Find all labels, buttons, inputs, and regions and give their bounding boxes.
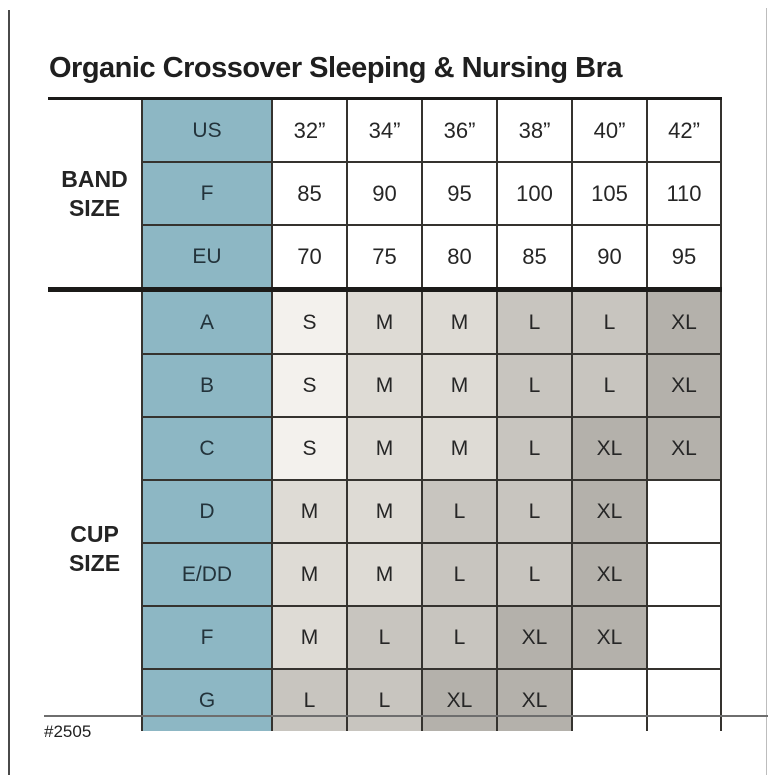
size-value-cell: XL: [496, 668, 573, 731]
band-value-cell: 40”: [571, 97, 648, 163]
size-value-cell: XL: [421, 668, 498, 731]
row-key-cell-c: C: [141, 416, 273, 481]
size-value-cell: XL: [571, 542, 648, 607]
row-key-cell-f: F: [141, 161, 273, 226]
band-row-f: F 85 90 95 100 105 110: [48, 161, 722, 226]
row-key-cell-eu: EU: [141, 224, 273, 291]
band-value-cell: 75: [346, 224, 423, 291]
size-value-cell: [646, 668, 722, 731]
cup-row-f: F M L L XL XL: [48, 605, 722, 670]
size-value-cell: L: [496, 287, 573, 355]
row-key-cell-f: F: [141, 605, 273, 670]
size-value-cell: L: [421, 542, 498, 607]
product-code: #2505: [44, 722, 92, 741]
size-value-cell: L: [496, 479, 573, 544]
cup-size-section-label: CUP SIZE: [48, 287, 142, 731]
cup-row-d: D M M L L XL: [48, 479, 722, 544]
row-key-cell-b: B: [141, 353, 273, 418]
band-value-cell: 105: [571, 161, 648, 226]
size-value-cell: M: [346, 353, 423, 418]
size-value-cell: M: [421, 416, 498, 481]
band-value-cell: 90: [571, 224, 648, 291]
size-value-cell: XL: [571, 416, 648, 481]
row-key-cell-d: D: [141, 479, 273, 544]
page-right-edge-line: [766, 8, 767, 775]
size-value-cell: [646, 605, 722, 670]
size-value-cell: M: [346, 542, 423, 607]
band-value-cell: 85: [271, 161, 348, 226]
row-key-cell-g: G: [141, 668, 273, 731]
band-value-cell: 32”: [271, 97, 348, 163]
band-value-cell: 95: [646, 224, 722, 291]
band-value-cell: 95: [421, 161, 498, 226]
size-value-cell: L: [346, 668, 423, 731]
band-row-us: BAND SIZE US 32” 34” 36” 38” 40” 42”: [48, 97, 722, 290]
size-value-cell: XL: [496, 605, 573, 670]
bottom-rule: [44, 715, 768, 717]
band-value-cell: 85: [496, 224, 573, 291]
size-value-cell: L: [421, 605, 498, 670]
size-value-cell: S: [271, 353, 348, 418]
size-value-cell: XL: [646, 353, 722, 418]
band-row-eu: EU 70 75 80 85 90 95: [48, 224, 722, 291]
band-value-cell: 38”: [496, 97, 573, 163]
band-value-cell: 42”: [646, 97, 722, 163]
cup-row-c: C S M M L XL XL: [48, 416, 722, 481]
size-value-cell: M: [421, 287, 498, 355]
band-value-cell: 80: [421, 224, 498, 291]
size-value-cell: M: [271, 542, 348, 607]
size-value-cell: M: [346, 287, 423, 355]
cup-row-g: G L L XL XL: [48, 668, 722, 731]
band-size-section-label: BAND SIZE: [48, 97, 142, 290]
band-value-cell: 34”: [346, 97, 423, 163]
size-value-cell: XL: [571, 605, 648, 670]
band-value-cell: 36”: [421, 97, 498, 163]
page-left-edge-line: [8, 10, 10, 775]
size-value-cell: XL: [571, 479, 648, 544]
size-value-cell: M: [271, 479, 348, 544]
row-key-cell-us: US: [141, 97, 273, 163]
size-value-cell: L: [346, 605, 423, 670]
size-value-cell: M: [421, 353, 498, 418]
band-value-cell: 100: [496, 161, 573, 226]
page-title: Organic Crossover Sleeping & Nursing Bra: [49, 52, 623, 84]
size-value-cell: S: [271, 416, 348, 481]
size-value-cell: L: [271, 668, 348, 731]
size-value-cell: XL: [646, 287, 722, 355]
cup-row-e-dd: E/DD M M L L XL: [48, 542, 722, 607]
row-key-cell-a: A: [141, 287, 273, 355]
size-value-cell: S: [271, 287, 348, 355]
size-value-cell: XL: [646, 416, 722, 481]
size-value-cell: L: [421, 479, 498, 544]
size-value-cell: M: [271, 605, 348, 670]
section-label-text: BAND SIZE: [61, 166, 128, 221]
size-value-cell: L: [571, 353, 648, 418]
size-value-cell: M: [346, 479, 423, 544]
size-value-cell: L: [571, 287, 648, 355]
size-value-cell: L: [496, 416, 573, 481]
size-value-cell: L: [496, 542, 573, 607]
cup-row-b: B S M M L L XL: [48, 353, 722, 418]
band-value-cell: 70: [271, 224, 348, 291]
size-value-cell: [571, 668, 648, 731]
cup-row-a: CUP SIZE A S M M L L XL: [48, 287, 722, 731]
section-label-text: CUP SIZE: [68, 521, 121, 576]
band-value-cell: 90: [346, 161, 423, 226]
size-value-cell: M: [346, 416, 423, 481]
band-value-cell: 110: [646, 161, 722, 226]
size-value-cell: [646, 542, 722, 607]
row-key-cell-e-dd: E/DD: [141, 542, 273, 607]
size-chart-table: BAND SIZE US 32” 34” 36” 38” 40” 42” F 85 90 95 100 10…: [48, 97, 722, 731]
size-value-cell: [646, 479, 722, 544]
size-value-cell: L: [496, 353, 573, 418]
